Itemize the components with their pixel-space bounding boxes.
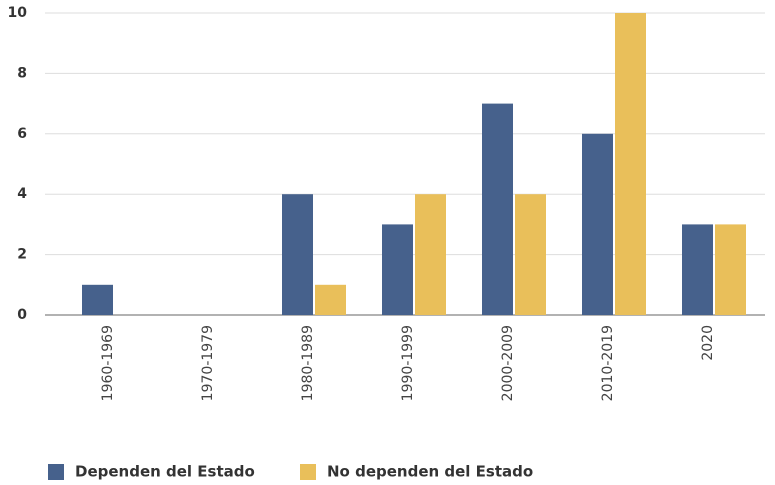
bar (315, 284, 346, 315)
x-tick-label: 1980-1989 (300, 325, 316, 401)
bar (582, 133, 613, 315)
x-tick-label: 1960-1969 (100, 325, 116, 401)
y-tick-label: 2 (17, 247, 27, 263)
x-tick-label: 2020 (700, 325, 716, 361)
bar (382, 224, 413, 315)
bar (715, 224, 746, 315)
x-tick-label: 2010-2019 (600, 325, 616, 401)
bar (515, 194, 546, 315)
y-tick-label: 8 (17, 65, 27, 81)
y-tick-label: 4 (17, 186, 27, 202)
y-tick-label: 10 (8, 5, 28, 21)
y-tick-label: 6 (17, 126, 27, 142)
x-tick-label: 1990-1999 (400, 325, 416, 401)
x-tick-label: 2000-2009 (500, 325, 516, 401)
bar (82, 284, 113, 315)
legend-swatch (48, 464, 64, 480)
legend-label: No dependen del Estado (327, 463, 533, 481)
x-tick-label: 1970-1979 (200, 325, 216, 401)
bar (615, 13, 646, 315)
bar (482, 103, 513, 315)
bar (682, 224, 713, 315)
legend-label: Dependen del Estado (75, 463, 255, 481)
y-tick-label: 0 (17, 307, 27, 323)
bar (282, 194, 313, 315)
bar (415, 194, 446, 315)
legend-swatch (300, 464, 316, 480)
